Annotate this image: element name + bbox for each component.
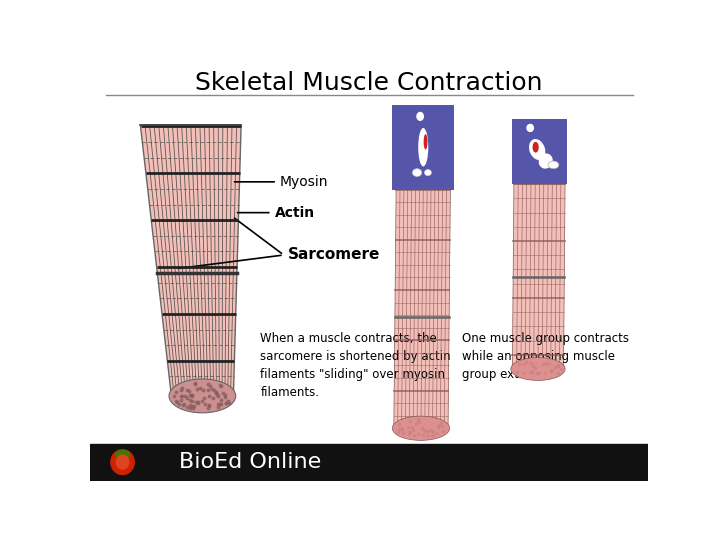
Text: When a muscle contracts, the
sarcomere is shortened by actin
filaments "sliding": When a muscle contracts, the sarcomere i… <box>261 332 451 399</box>
Ellipse shape <box>529 139 545 160</box>
Ellipse shape <box>424 170 431 176</box>
Ellipse shape <box>418 128 428 166</box>
Polygon shape <box>513 184 565 369</box>
Ellipse shape <box>416 112 424 121</box>
Ellipse shape <box>169 379 235 413</box>
Bar <box>392 105 454 190</box>
Ellipse shape <box>392 416 449 440</box>
Polygon shape <box>140 125 241 396</box>
Ellipse shape <box>533 142 539 153</box>
Ellipse shape <box>510 357 565 380</box>
Bar <box>512 119 567 184</box>
Text: Myosin: Myosin <box>235 175 328 189</box>
Bar <box>90 444 648 481</box>
Text: Skeletal Muscle Contraction: Skeletal Muscle Contraction <box>195 71 543 95</box>
Ellipse shape <box>526 124 534 132</box>
Ellipse shape <box>116 455 130 470</box>
Ellipse shape <box>110 449 135 475</box>
Ellipse shape <box>539 153 553 168</box>
Polygon shape <box>394 190 451 428</box>
Text: One muscle group contracts
while an opposing muscle
group extends.: One muscle group contracts while an oppo… <box>462 332 629 381</box>
Text: Actin: Actin <box>238 206 315 220</box>
Ellipse shape <box>548 161 559 169</box>
Text: Sarcomere: Sarcomere <box>287 247 380 262</box>
Ellipse shape <box>423 134 428 150</box>
Ellipse shape <box>413 168 422 177</box>
Ellipse shape <box>114 450 130 459</box>
Text: BioEd Online: BioEd Online <box>179 452 321 472</box>
